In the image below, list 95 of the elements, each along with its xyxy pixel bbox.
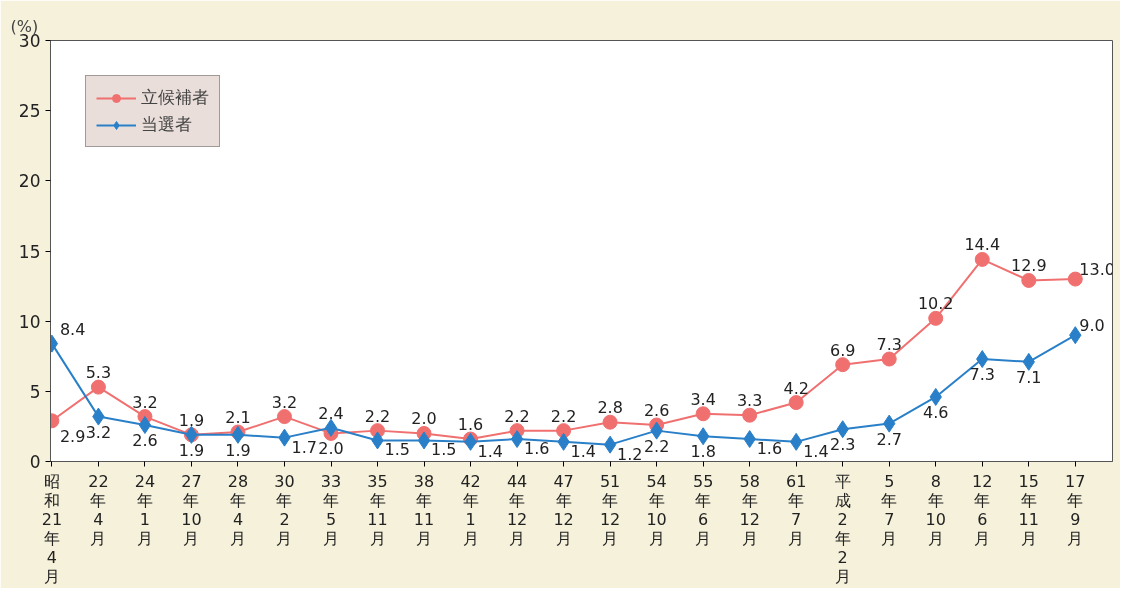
y-tick-label: 20	[18, 171, 41, 192]
point	[276, 409, 292, 425]
y-tick-label: 10	[18, 311, 41, 332]
x-tick-label: 35年11月	[367, 471, 388, 548]
data-label: 2.4	[318, 403, 344, 423]
data-label: 8.4	[59, 319, 86, 339]
point	[881, 351, 897, 367]
data-label: 1.6	[457, 415, 484, 435]
data-label: 1.2	[617, 444, 643, 464]
point	[742, 407, 758, 423]
x-tick-label: 55年6月	[692, 471, 714, 548]
point	[417, 431, 431, 450]
point	[603, 435, 617, 454]
data-label: 5.3	[85, 363, 112, 383]
y-tick-label: 5	[29, 381, 41, 402]
data-label: 2.9	[59, 426, 86, 446]
point	[510, 430, 524, 449]
data-label: 2.2	[504, 406, 530, 426]
x-tick-label: 30年2月	[274, 471, 295, 548]
data-label: 12.9	[1010, 256, 1047, 276]
point	[90, 379, 106, 395]
data-label: 1.6	[756, 439, 783, 459]
data-label: 7.3	[969, 365, 995, 385]
data-label: 2.2	[364, 406, 391, 426]
data-label: 2.0	[411, 409, 437, 429]
x-tick-label: 27年10月	[181, 471, 202, 548]
x-tick-label: 5年7月	[881, 471, 898, 548]
point	[974, 251, 990, 267]
data-label: 3.2	[85, 422, 112, 442]
point	[696, 427, 710, 446]
data-label: 1.6	[524, 439, 550, 459]
x-tick-label: 22年4月	[88, 471, 109, 548]
data-label: 2.8	[597, 398, 623, 418]
legend-label: 立候補者	[141, 86, 209, 109]
data-label: 1.5	[431, 440, 457, 460]
x-tick-label: 42年1月	[460, 471, 481, 548]
point	[788, 395, 804, 411]
legend-label: 当選者	[141, 113, 192, 136]
data-label: 3.2	[271, 392, 298, 412]
x-tick-label: 12年6月	[972, 471, 993, 548]
data-label: 4.6	[923, 402, 949, 422]
point	[1021, 272, 1037, 288]
x-tick-label: 24年1月	[134, 471, 156, 548]
data-label: 2.0	[318, 439, 344, 459]
point	[231, 425, 245, 444]
y-tick-label: 25	[18, 101, 41, 122]
data-label: 2.7	[876, 429, 902, 449]
x-tick-label: 17年9月	[1065, 471, 1086, 548]
x-tick-label: 58年12月	[739, 471, 760, 548]
data-label: 4.2	[783, 378, 809, 398]
data-label: 3.2	[132, 392, 158, 412]
data-label: 2.6	[643, 401, 670, 421]
data-label: 1.7	[291, 437, 317, 457]
point	[835, 357, 851, 373]
x-tick-label: 8年10月	[925, 471, 946, 548]
data-label: 1.4	[803, 441, 829, 461]
data-label: 1.9	[178, 410, 205, 430]
x-tick-label: 33年5月	[320, 471, 342, 548]
x-tick-label: 28年4月	[227, 471, 249, 548]
y-tick-label: 0	[29, 452, 41, 472]
point	[1067, 271, 1083, 287]
data-label: 7.3	[876, 335, 902, 355]
data-label: 2.1	[225, 408, 251, 428]
point	[928, 310, 944, 326]
data-label: 1.5	[384, 440, 410, 460]
point	[138, 416, 152, 435]
data-label: 2.2	[643, 436, 670, 456]
data-label: 9.0	[1079, 316, 1105, 336]
data-label: 1.4	[570, 441, 597, 461]
x-tick-label: 51年12月	[599, 471, 621, 548]
x-tick-label: 15年11月	[1018, 471, 1039, 548]
data-label: 3.4	[690, 389, 716, 409]
x-tick-label: 昭和21年4月	[41, 471, 63, 586]
x-tick-label: 61年7月	[786, 471, 807, 548]
point	[695, 406, 711, 422]
point	[324, 418, 338, 437]
data-label: 1.9	[225, 440, 251, 460]
data-label: 1.4	[477, 441, 504, 461]
data-label: 7.1	[1016, 367, 1042, 387]
data-label: 14.4	[964, 235, 1001, 255]
x-tick-label: 54年10月	[646, 471, 667, 548]
data-label: 1.9	[178, 440, 205, 460]
x-tick-label: 47年12月	[553, 471, 574, 548]
data-label: 1.8	[690, 442, 716, 462]
data-label: 6.9	[829, 340, 856, 360]
point	[602, 414, 618, 430]
data-label: 2.6	[132, 431, 158, 451]
data-label: 2.2	[550, 406, 577, 426]
y-axis-title: (%)	[10, 16, 39, 36]
data-label: 3.3	[736, 391, 763, 411]
y-tick-label: 15	[18, 241, 41, 262]
x-tick-label: 38年11月	[413, 471, 435, 548]
x-tick-label: 平成2年2月	[834, 471, 851, 586]
data-label: 2.3	[829, 435, 856, 455]
x-tick-label: 44年12月	[506, 471, 528, 548]
